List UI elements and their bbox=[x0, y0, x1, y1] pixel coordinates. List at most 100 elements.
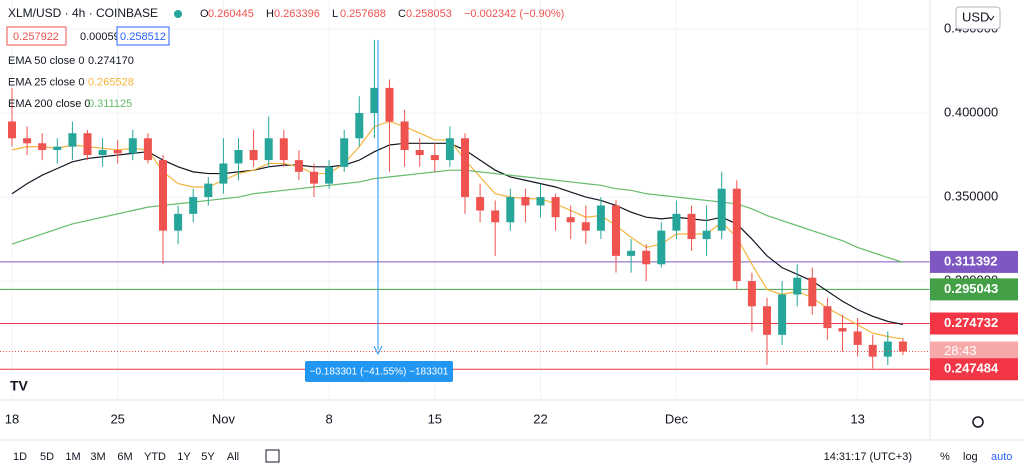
x-tick-label: Nov bbox=[212, 411, 236, 426]
ask-box[interactable] bbox=[116, 26, 170, 46]
y-tick-label: 0.400000 bbox=[944, 104, 998, 119]
candle-body bbox=[53, 146, 62, 151]
spread: 0.000590 bbox=[80, 31, 126, 43]
level-box bbox=[930, 312, 1018, 335]
range-button[interactable]: 3M bbox=[90, 451, 105, 463]
candle-body bbox=[98, 150, 107, 156]
candle-body bbox=[581, 222, 590, 231]
range-button[interactable]: 1M bbox=[65, 451, 80, 463]
legend-name: EMA 200 close 0 bbox=[8, 98, 91, 110]
ohlc-key: L bbox=[332, 8, 338, 20]
candle-body bbox=[159, 160, 167, 231]
ohlc: O 0.260445 H 0.263396 L 0.257688 C 0.258053 −0.0… bbox=[200, 8, 564, 20]
range-button[interactable]: 5Y bbox=[201, 451, 215, 463]
legend-name: EMA 50 close 0 bbox=[8, 55, 84, 67]
x-tick-label: 18 bbox=[5, 411, 19, 426]
range-button[interactable]: 5D bbox=[40, 451, 54, 463]
candle-body bbox=[506, 197, 515, 223]
legend-value: 0.311125 bbox=[88, 98, 132, 110]
measure-arrowhead bbox=[373, 345, 383, 356]
change: −0.002342 (−0.90%) bbox=[464, 8, 564, 20]
candle-body bbox=[732, 188, 741, 282]
level-label: 0.295043 bbox=[944, 281, 998, 296]
log-button[interactable]: log bbox=[963, 451, 978, 463]
x-tick-label: 15 bbox=[428, 411, 442, 426]
candle-body bbox=[476, 197, 485, 211]
percent-button[interactable]: % bbox=[940, 451, 950, 463]
candle-body bbox=[521, 197, 530, 206]
range-button[interactable]: 6M bbox=[117, 451, 132, 463]
bid-box[interactable] bbox=[6, 26, 67, 46]
legend-value: 0.274170 bbox=[88, 55, 134, 67]
x-tick-label: 22 bbox=[533, 411, 547, 426]
range-button[interactable]: YTD bbox=[144, 451, 166, 463]
legend-value: 0.265528 bbox=[88, 76, 134, 88]
candle-body bbox=[566, 217, 575, 223]
candle-body bbox=[264, 138, 273, 161]
y-tick-label: 0.350000 bbox=[944, 188, 998, 203]
candle-body bbox=[23, 138, 32, 144]
candle-body bbox=[445, 138, 454, 161]
range-button[interactable]: 1Y bbox=[177, 451, 191, 463]
legend: EMA 50 close 0 0.274170 EMA 25 close 0 0.26… bbox=[8, 55, 134, 110]
clock: 14:31:17 (UTC+3) bbox=[824, 451, 912, 463]
candle-body bbox=[38, 143, 47, 151]
candle-body bbox=[400, 121, 409, 151]
calendar-icon[interactable] bbox=[265, 449, 280, 463]
candle-body bbox=[672, 213, 681, 231]
candle-body bbox=[294, 160, 303, 172]
candle-body bbox=[838, 328, 847, 332]
currency: USD bbox=[962, 9, 989, 24]
candle-body bbox=[596, 205, 605, 231]
candle-body bbox=[310, 171, 318, 184]
tv-logo: TV bbox=[10, 378, 29, 394]
plot-area: 18 25 Nov 8 15 22 Dec 13 bbox=[0, 0, 930, 426]
candle-body bbox=[823, 306, 832, 329]
settings-icon[interactable] bbox=[972, 416, 984, 428]
candle-body bbox=[793, 277, 802, 295]
x-tick-label: Dec bbox=[665, 411, 689, 426]
symbol: XLM/USD · 4h · COINBASE bbox=[8, 6, 158, 20]
candle-body bbox=[219, 163, 228, 184]
candle-body bbox=[249, 150, 258, 161]
candle-body bbox=[68, 133, 77, 147]
countdown: 28:43 bbox=[944, 343, 977, 358]
legend-name: EMA 25 close 0 bbox=[8, 76, 84, 88]
candle-body bbox=[370, 87, 379, 114]
candle-body bbox=[461, 138, 469, 198]
candle-body bbox=[883, 341, 892, 357]
candle-body bbox=[808, 277, 817, 307]
candle-body bbox=[204, 183, 213, 198]
countdown-box bbox=[930, 341, 1018, 362]
currency-button[interactable] bbox=[955, 6, 1001, 30]
candle-body bbox=[234, 150, 243, 164]
candle-body bbox=[174, 213, 183, 231]
candle-body bbox=[8, 121, 16, 139]
level-label: 0.274732 bbox=[944, 315, 998, 330]
candle-body bbox=[612, 205, 620, 256]
range-button[interactable]: 1D bbox=[13, 451, 27, 463]
level-box bbox=[930, 358, 1018, 381]
range-button[interactable]: All bbox=[227, 451, 239, 463]
candle-body bbox=[657, 230, 666, 265]
candle-body bbox=[536, 197, 545, 206]
caret bbox=[987, 15, 995, 21]
candle-body bbox=[763, 306, 771, 335]
bid: 0.257922 bbox=[13, 31, 59, 43]
candle-body bbox=[868, 344, 877, 357]
auto-button[interactable]: auto bbox=[991, 451, 1012, 463]
candle-body bbox=[627, 250, 636, 256]
x-tick-label: 13 bbox=[850, 411, 864, 426]
candle-body bbox=[747, 281, 756, 307]
ohlc-key: O bbox=[200, 8, 209, 20]
candle-body bbox=[898, 341, 907, 352]
measure-box bbox=[305, 361, 453, 382]
candle-body bbox=[778, 294, 787, 335]
candle-body bbox=[143, 138, 152, 161]
x-tick-label: 8 bbox=[325, 411, 332, 426]
x-tick-label: 25 bbox=[110, 411, 124, 426]
candle-body bbox=[83, 133, 92, 156]
candle-body bbox=[687, 213, 696, 240]
